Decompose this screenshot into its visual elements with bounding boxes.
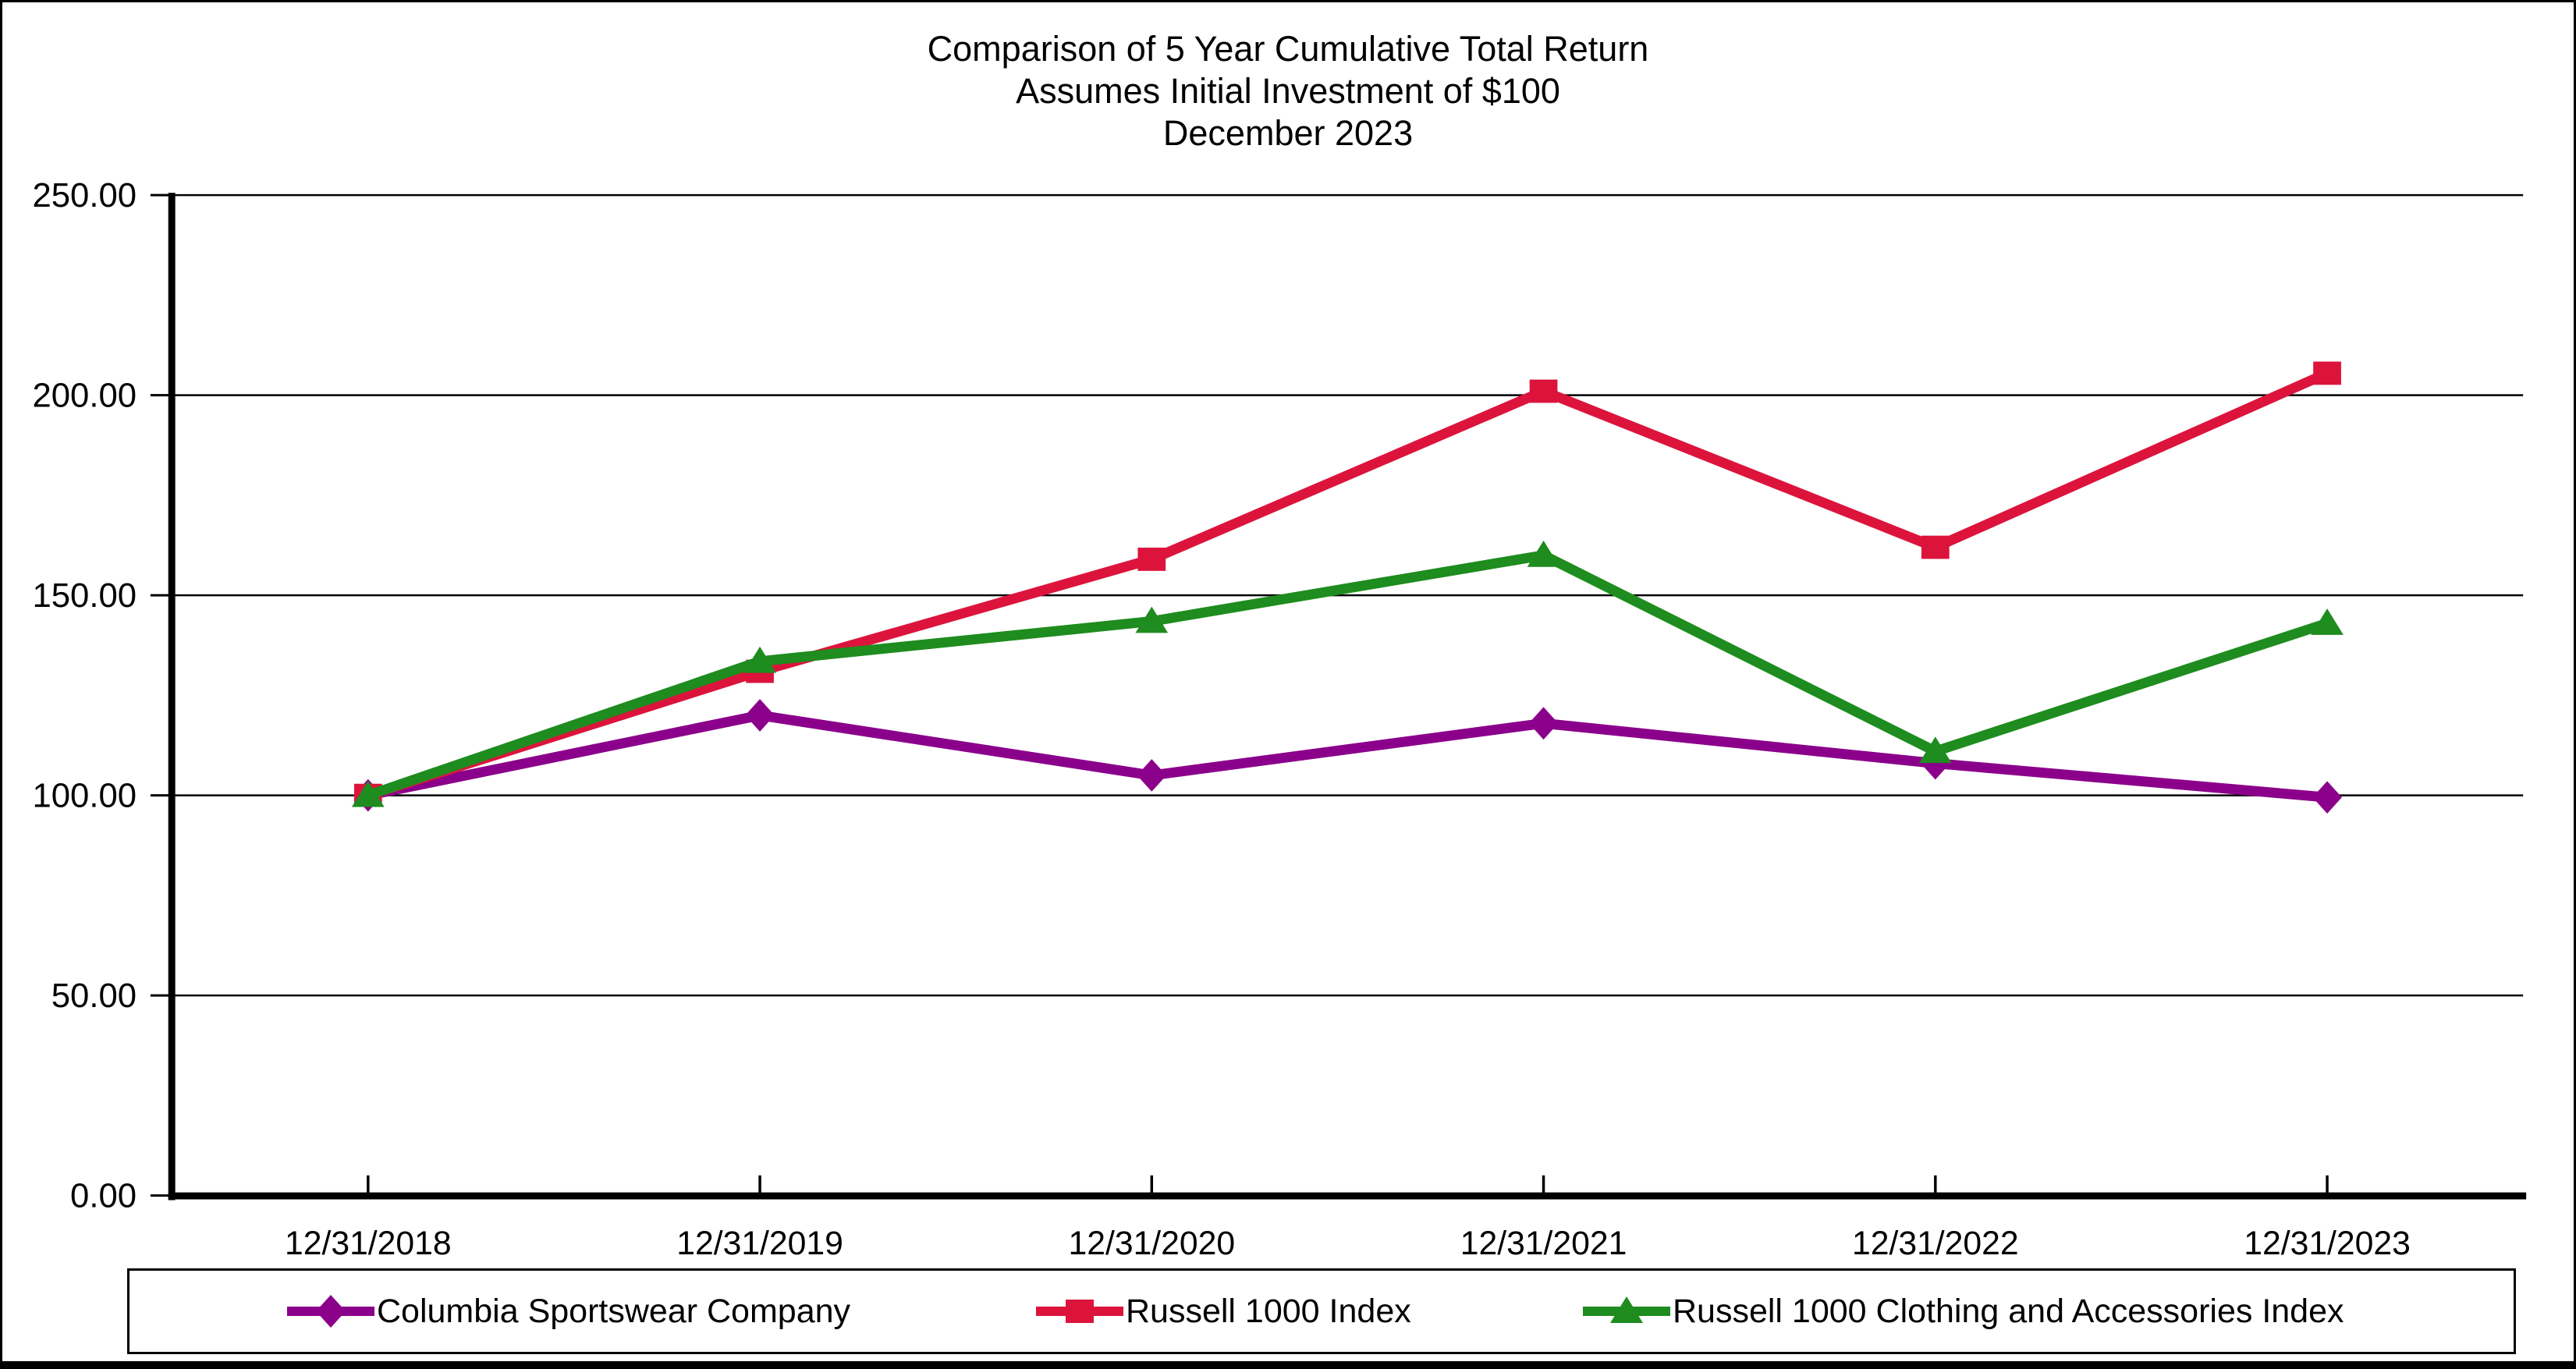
y-tick-label-0-00: 0.00: [70, 1176, 137, 1215]
legend-marker-square-icon: [1036, 1300, 1123, 1323]
x-tick-label-12-31-2021: 12/31/2021: [1460, 1225, 1627, 1262]
marker-columbia-sportswear-company-3: [1528, 707, 1559, 740]
title-line-2: Assumes Initial Investment of $100: [1016, 71, 1560, 111]
marker-russell-1000-index-5: [2313, 361, 2341, 385]
series-line-russell-1000-index: [363, 367, 2333, 801]
legend-label: Russell 1000 Index: [1126, 1292, 1411, 1330]
x-tick-label-12-31-2023: 12/31/2023: [2244, 1225, 2411, 1262]
y-tick-label-50-00: 50.00: [51, 977, 137, 1015]
marker-columbia-sportswear-company-2: [1137, 759, 1167, 792]
marker-russell-1000-clothing-and-accessories-index-1: [743, 646, 776, 673]
title-line-1: Comparison of 5 Year Cumulative Total Re…: [927, 29, 1649, 69]
series-russell-1000-clothing-and-accessories-index: [351, 540, 2344, 807]
marker-russell-1000-index-3: [1529, 379, 1558, 403]
marker-russell-1000-clothing-and-accessories-index-5: [2311, 608, 2344, 635]
y-tick-label-200-00: 200.00: [32, 377, 137, 415]
y-tick-label-150-00: 150.00: [32, 576, 137, 615]
legend-marker-diamond-icon: [287, 1295, 374, 1328]
x-tick-label-12-31-2020: 12/31/2020: [1069, 1225, 1236, 1262]
series-columbia-sportswear-company: [353, 699, 2342, 814]
marker-russell-1000-clothing-and-accessories-index-0: [351, 780, 385, 807]
y-tick-label-250-00: 250.00: [32, 176, 137, 215]
title-line-3: December 2023: [1162, 113, 1414, 153]
marker-russell-1000-clothing-and-accessories-index-3: [1527, 540, 1560, 567]
legend: Columbia Sportswear Company Russell 1000 …: [127, 1268, 2516, 1354]
legend-marker-shape: [1610, 1296, 1643, 1323]
legend-label: Russell 1000 Clothing and Accessories In…: [1673, 1292, 2344, 1330]
x-tick-label-12-31-2019: 12/31/2019: [676, 1225, 843, 1262]
marker-russell-1000-index-2: [1137, 548, 1166, 571]
series-line-russell-1000-clothing-and-accessories-index: [363, 550, 2333, 801]
legend-item-russell-1000-clothing-and-accessories-index: Russell 1000 Clothing and Accessories In…: [1583, 1271, 2344, 1352]
x-tick-label-12-31-2022: 12/31/2022: [1852, 1225, 2019, 1262]
marker-russell-1000-clothing-and-accessories-index-4: [1918, 736, 1952, 764]
x-tick-label-12-31-2018: 12/31/2018: [285, 1225, 452, 1262]
y-axis-line: [168, 193, 176, 1201]
series-line-columbia-sportswear-company: [363, 710, 2333, 803]
legend-marker-triangle-icon: [1583, 1296, 1670, 1323]
legend-label: Columbia Sportswear Company: [377, 1292, 851, 1330]
x-axis-line: [168, 1192, 2527, 1200]
marker-columbia-sportswear-company-1: [745, 699, 775, 732]
marker-columbia-sportswear-company-5: [2312, 781, 2342, 814]
chart-title: Comparison of 5 Year Cumulative Total Re…: [2, 28, 2574, 154]
y-tick-label-100-00: 100.00: [32, 777, 137, 815]
legend-marker-shape: [1066, 1300, 1094, 1323]
legend-marker-shape: [316, 1295, 346, 1328]
legend-item-columbia-sportswear-company: Columbia Sportswear Company: [287, 1271, 850, 1352]
marker-russell-1000-index-4: [1921, 535, 1950, 559]
marker-russell-1000-clothing-and-accessories-index-2: [1135, 606, 1169, 633]
legend-item-russell-1000-index: Russell 1000 Index: [1036, 1271, 1411, 1352]
